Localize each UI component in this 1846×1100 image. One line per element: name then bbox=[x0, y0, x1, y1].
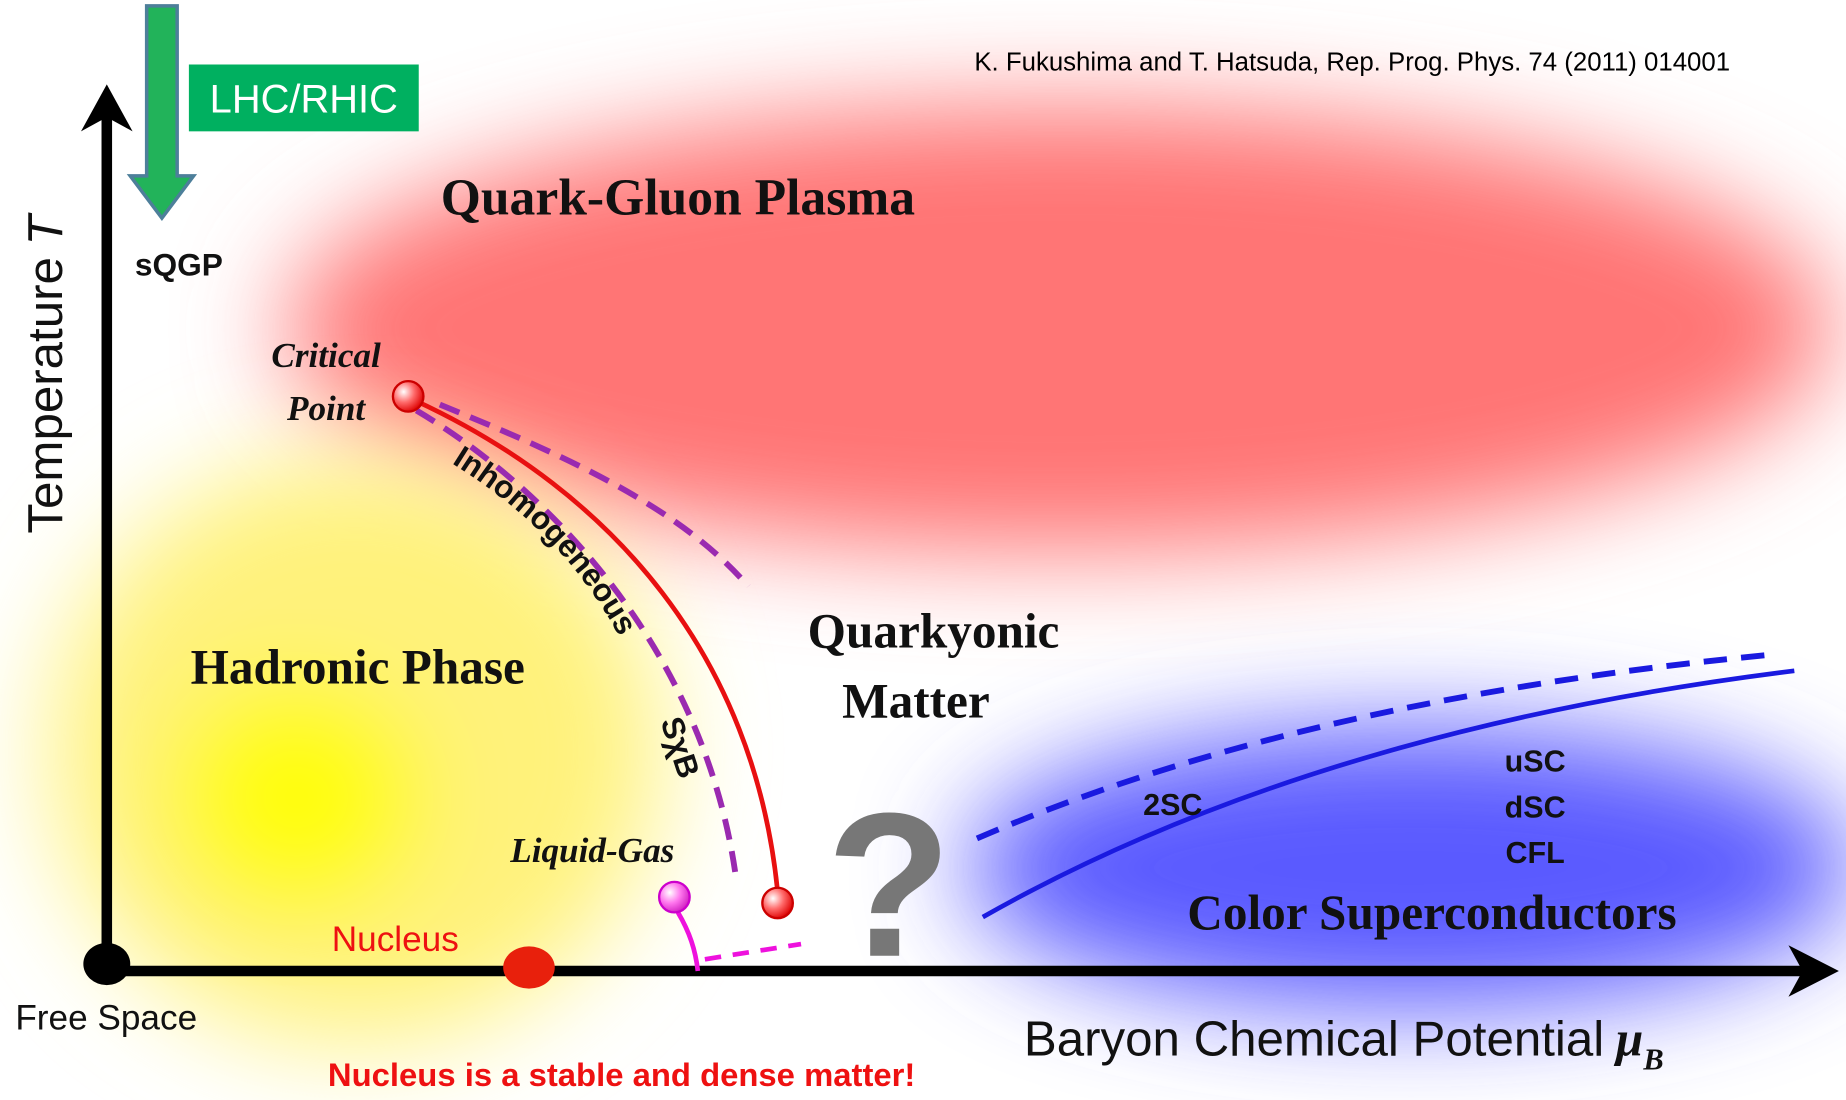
y-axis-arrow bbox=[80, 84, 133, 132]
background bbox=[50, 105, 1846, 1044]
collider-box bbox=[188, 64, 419, 132]
liquid-gas-line bbox=[675, 911, 701, 972]
citation: K. Fukushima and T. Hatsuda, Rep. Prog. … bbox=[974, 48, 1730, 76]
quarkyonic-label: Quarkyonic bbox=[808, 603, 1060, 658]
collider-label: LHC/RHIC bbox=[210, 78, 398, 122]
x-axis-subscript: B bbox=[1642, 1043, 1663, 1077]
csc-label: Color Superconductors bbox=[1187, 885, 1676, 940]
hadronic-label: Hadronic Phase bbox=[191, 640, 525, 695]
liquid-gas-label: Liquid-Gas bbox=[509, 831, 674, 870]
csc-phase-label: dSC bbox=[1505, 790, 1566, 824]
hadronic-core bbox=[191, 703, 403, 892]
sqgp-label: sQGP bbox=[135, 247, 223, 283]
x-axis-title: Baryon Chemical Potential bbox=[1024, 1011, 1604, 1066]
end-point bbox=[761, 886, 795, 920]
critical-point bbox=[391, 379, 425, 413]
x-axis-label: Baryon Chemical Potential μB bbox=[1024, 1011, 1664, 1076]
nucleus-label: Nucleus bbox=[332, 920, 459, 959]
y-axis-title: Temperature bbox=[18, 257, 73, 533]
critical-point-label: Point bbox=[286, 389, 366, 428]
y-axis-symbol: T bbox=[18, 212, 73, 245]
x-axis-arrow bbox=[1788, 945, 1839, 997]
first-order-line bbox=[415, 398, 780, 892]
quarkyonic-label: Matter bbox=[842, 674, 990, 729]
csc-phase-label: CFL bbox=[1506, 836, 1565, 870]
inhomogeneous-boundary bbox=[414, 407, 740, 883]
qgp-label: Quark-Gluon Plasma bbox=[441, 170, 916, 227]
free-space-label: Free Space bbox=[15, 999, 197, 1038]
csc-region bbox=[965, 727, 1846, 1009]
collider-arrow bbox=[126, 4, 198, 222]
unknown-mark: ? bbox=[826, 771, 951, 1000]
2sc-label: 2SC bbox=[1143, 788, 1202, 822]
nucleus-dot bbox=[503, 946, 555, 989]
y-axis-label: Temperature T bbox=[18, 212, 73, 533]
csc-dashed-line bbox=[975, 651, 1775, 842]
critical-point-label: Critical bbox=[271, 336, 381, 375]
liquid-gas-point bbox=[657, 880, 691, 914]
note: Nucleus is a stable and dense matter! bbox=[328, 1056, 915, 1093]
csc-phase-label: uSC bbox=[1505, 745, 1566, 779]
upper-dashed-line bbox=[438, 401, 751, 589]
csc-line bbox=[981, 668, 1795, 920]
free-space-dot bbox=[83, 942, 131, 986]
liquid-gas-dashed bbox=[704, 941, 802, 962]
qgp-region bbox=[285, 105, 1834, 552]
x-axis-symbol: μ bbox=[1613, 1011, 1643, 1066]
sxb-label: SχB bbox=[654, 712, 707, 782]
